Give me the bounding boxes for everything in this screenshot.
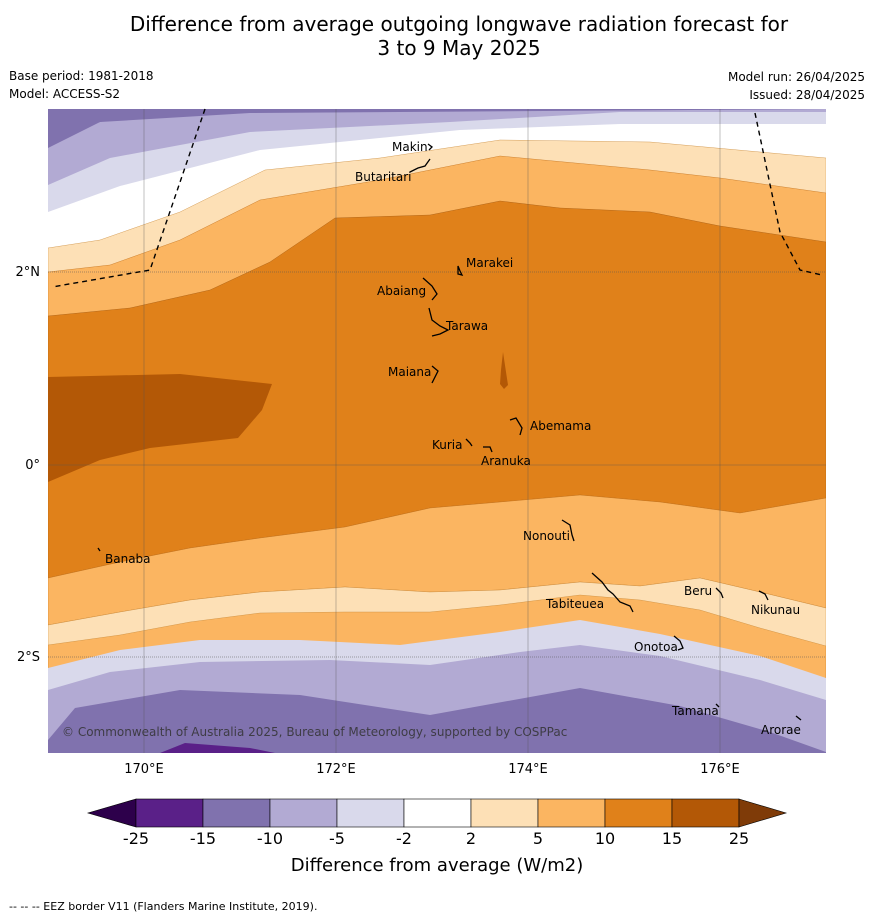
label-tarawa: Tarawa <box>445 319 488 333</box>
kuria-island <box>465 438 473 447</box>
eez-borders <box>51 108 823 288</box>
colorbar-tick-label: 2 <box>466 829 476 848</box>
colorbar-title: Difference from average (W/m2) <box>291 855 583 876</box>
lat-label-2n: 2°N <box>16 265 41 280</box>
label-aranuka: Aranuka <box>481 454 531 468</box>
colorbar-tick-label: 25 <box>729 829 749 848</box>
anomaly-contours <box>48 109 826 753</box>
colorbar: -25 -15 -10 -5 -2 2 5 10 15 25 <box>86 798 788 848</box>
colorbar-tick-label: 5 <box>533 829 543 848</box>
label-kuria: Kuria <box>432 438 463 452</box>
colorbar-extend-low <box>86 798 137 828</box>
colorbar-segment <box>269 798 338 828</box>
lat-label-equator: 0° <box>25 458 40 473</box>
colorbar-segment <box>604 798 673 828</box>
nikunau-island <box>758 590 769 601</box>
label-makin: Makin <box>392 140 428 154</box>
colorbar-tick-label: -10 <box>257 829 283 848</box>
lon-label-176: 176°E <box>700 762 740 777</box>
label-nonouti: Nonouti <box>523 529 570 543</box>
colorbar-tick-label: -2 <box>396 829 412 848</box>
contour-band-neg15-corner <box>48 109 160 140</box>
butaritari-island <box>409 158 431 173</box>
label-tamana: Tamana <box>671 704 719 718</box>
colorbar-tick-label: 15 <box>662 829 682 848</box>
colorbar-segment <box>470 798 539 828</box>
gridlines <box>48 109 826 753</box>
lat-label-2s: 2°S <box>17 650 40 665</box>
colorbar-segment <box>403 798 472 828</box>
label-beru: Beru <box>684 584 712 598</box>
onotoa-island <box>673 635 684 651</box>
lon-label-174: 174°E <box>508 762 548 777</box>
copyright-notice: © Commonwealth of Australia 2025, Bureau… <box>62 725 567 739</box>
maiana-island <box>431 365 439 384</box>
label-maiana: Maiana <box>388 365 431 379</box>
aranuka-island <box>483 446 493 453</box>
model-name: Model: ACCESS-S2 <box>9 87 121 101</box>
title-line-1: Difference from average outgoing longwav… <box>129 12 789 36</box>
colorbar-extend-high <box>738 798 788 828</box>
label-marakei: Marakei <box>466 256 513 270</box>
place-labels: Makin Butaritari Marakei Abaiang Tarawa … <box>105 140 801 737</box>
lon-label-170: 170°E <box>124 762 164 777</box>
colorbar-tick-label: 10 <box>595 829 615 848</box>
model-run-date: Model run: 26/04/2025 <box>727 70 865 84</box>
tamana-island <box>715 703 720 708</box>
label-arorae: Arorae <box>761 723 801 737</box>
nonouti-island <box>561 519 575 542</box>
banaba-island <box>97 547 101 552</box>
colorbar-segment <box>537 798 606 828</box>
contour-spot-pos15 <box>500 352 508 389</box>
label-abemama: Abemama <box>530 419 591 433</box>
issued-date: Issued: 28/04/2025 <box>749 88 865 102</box>
island-outlines <box>97 143 802 721</box>
marakei-island <box>457 265 464 276</box>
contour-band-pos2-south <box>48 577 826 647</box>
map-title: Difference from average outgoing longwav… <box>0 12 873 60</box>
label-banaba: Banaba <box>105 552 151 566</box>
abemama-island <box>509 417 523 436</box>
tabiteuea-island <box>591 572 634 613</box>
axis-labels: 170°E 172°E 174°E 176°E 2°N 0° 2°S <box>16 265 740 777</box>
eez-border-west <box>51 108 206 288</box>
makin-island <box>427 143 433 151</box>
lon-label-172: 172°E <box>316 762 356 777</box>
arorae-island <box>795 715 802 721</box>
abaiang-island <box>422 277 438 301</box>
colorbar-tick-label: -25 <box>123 829 149 848</box>
colorbar-segment <box>336 798 405 828</box>
eez-footnote: -- -- -- EEZ border V11 (Flanders Marine… <box>9 900 318 913</box>
contour-band-neg25-south <box>160 743 275 753</box>
colorbar-segment <box>202 798 271 828</box>
eez-border-east <box>754 112 823 276</box>
contour-band-pos15 <box>48 374 272 482</box>
contour-band-neg15-south <box>48 688 826 753</box>
label-tabiteuea: Tabiteuea <box>545 597 604 611</box>
colorbar-tick-label: -5 <box>329 829 345 848</box>
tarawa-island <box>428 307 450 337</box>
label-butaritari: Butaritari <box>355 170 412 184</box>
base-period: Base period: 1981-2018 <box>9 69 154 83</box>
colorbar-segment <box>135 798 204 828</box>
beru-island <box>715 587 724 599</box>
label-nikunau: Nikunau <box>751 603 800 617</box>
colorbar-segment <box>671 798 740 828</box>
colorbar-tick-label: -15 <box>190 829 216 848</box>
title-line-2: 3 to 9 May 2025 <box>377 36 541 60</box>
label-abaiang: Abaiang <box>377 284 426 298</box>
label-onotoa: Onotoa <box>634 640 678 654</box>
